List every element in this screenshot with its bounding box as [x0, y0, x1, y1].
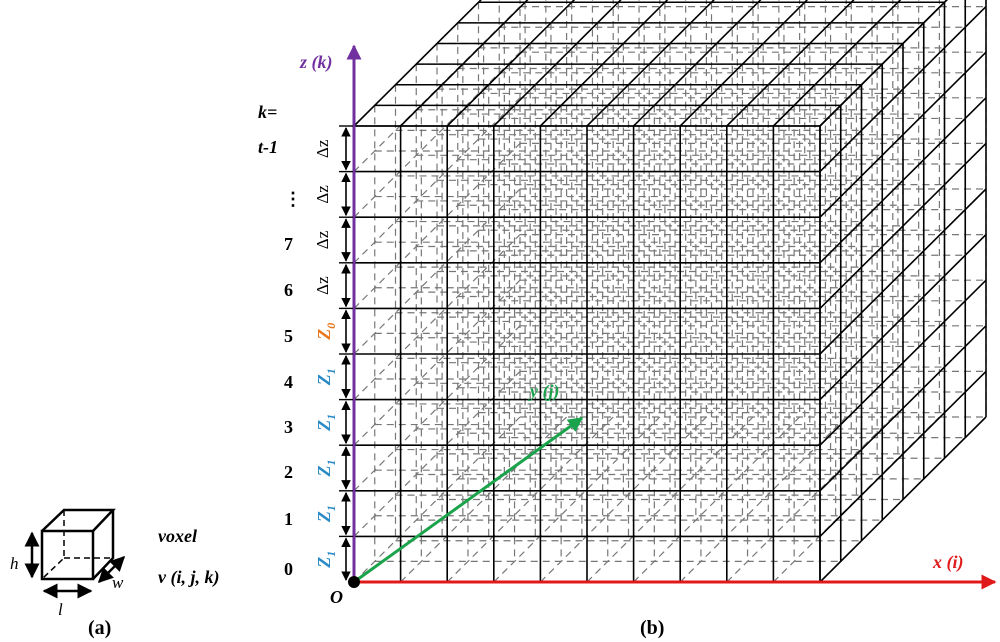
voxel-width-arrow — [97, 555, 126, 584]
k-label: 1 — [284, 509, 293, 529]
visible-grid-lines — [353, 0, 987, 583]
z1-label: Z1 — [314, 551, 338, 569]
y-axis: y (j) — [353, 381, 584, 584]
z-dimension-arrows — [339, 125, 353, 581]
z1-label: Z1 — [314, 414, 338, 432]
k-labels: t-1 ⋮ 7 6 5 4 3 2 1 0 — [258, 137, 302, 579]
voxel-cube — [40, 508, 116, 581]
hidden-grid-line — [353, 51, 521, 218]
k-header: k= — [258, 102, 277, 122]
z1-label: Z1 — [314, 368, 338, 386]
y-axis-label: y (j) — [528, 381, 559, 402]
k-label: ⋮ — [284, 189, 302, 209]
delta-z-label: Δz — [313, 185, 332, 204]
delta-z-label: Δz — [313, 276, 332, 295]
origin-label: O — [330, 587, 343, 607]
z-axis-label: z (k) — [299, 52, 333, 73]
z-dimension-labels: Δz Δz Δz Δz Z0 Z1 Z1 Z1 Z1 Z1 — [313, 139, 338, 569]
z0-label: Z0 — [314, 323, 338, 341]
voxel-formula: v (i, j, k) — [158, 567, 219, 588]
delta-z-label: Δz — [313, 230, 332, 249]
voxel-illustration: h l w voxel v (i, j, k) — [10, 508, 219, 619]
hidden-grid-lines — [353, 0, 987, 583]
k-label: 4 — [284, 372, 293, 392]
z1-label: Z1 — [314, 505, 338, 523]
z-axis: z (k) — [299, 44, 362, 582]
voxel-l-label: l — [58, 600, 63, 619]
origin-dot — [348, 576, 360, 588]
hidden-grid-line — [726, 416, 894, 583]
k-label: 7 — [284, 234, 293, 254]
x-axis: x (i) — [354, 552, 997, 590]
voxel-h-label: h — [10, 554, 19, 573]
caption-a: (a) — [88, 617, 111, 639]
z1-label: Z1 — [314, 460, 338, 478]
voxel-w-label: w — [112, 573, 124, 592]
voxel-title: voxel — [158, 526, 197, 546]
k-label: 6 — [284, 280, 293, 300]
k-label: 5 — [284, 326, 293, 346]
k-label: 0 — [284, 559, 293, 579]
k-label: 3 — [284, 417, 293, 437]
x-axis-label: x (i) — [932, 552, 964, 573]
delta-z-label: Δz — [313, 139, 332, 158]
k-label: 2 — [284, 462, 293, 482]
caption-b: (b) — [640, 617, 664, 639]
k-label: t-1 — [258, 137, 278, 157]
